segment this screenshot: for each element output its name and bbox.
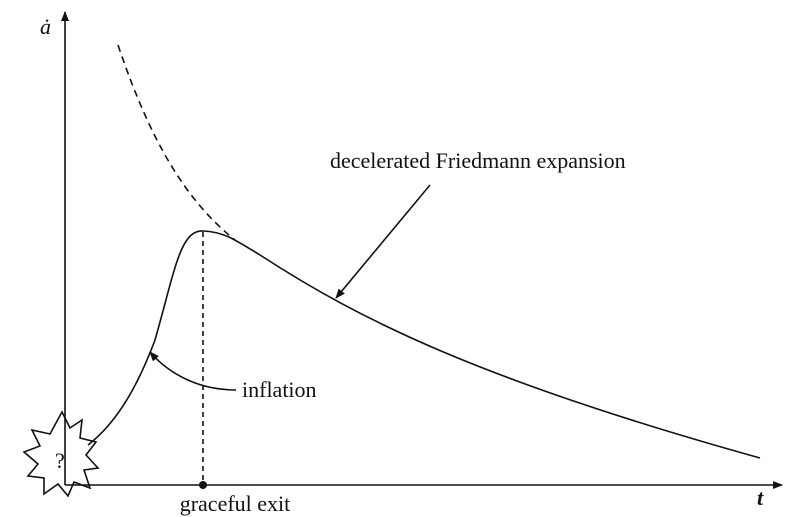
origin-blob — [22, 410, 100, 498]
exit-label: graceful exit — [180, 491, 291, 516]
x-axis-label: t — [757, 485, 764, 510]
exit-point — [199, 481, 207, 489]
inflation-label: inflation — [242, 377, 317, 402]
y-axis-label: ȧ — [40, 14, 51, 39]
origin-label: ? — [55, 448, 65, 473]
friedmann-arrow — [335, 184, 431, 299]
inflation-arrow — [149, 351, 237, 391]
expansion-curve — [87, 230, 761, 459]
dashed-curve — [117, 44, 236, 241]
friedmann-label: decelerated Friedmann expansion — [330, 148, 626, 173]
